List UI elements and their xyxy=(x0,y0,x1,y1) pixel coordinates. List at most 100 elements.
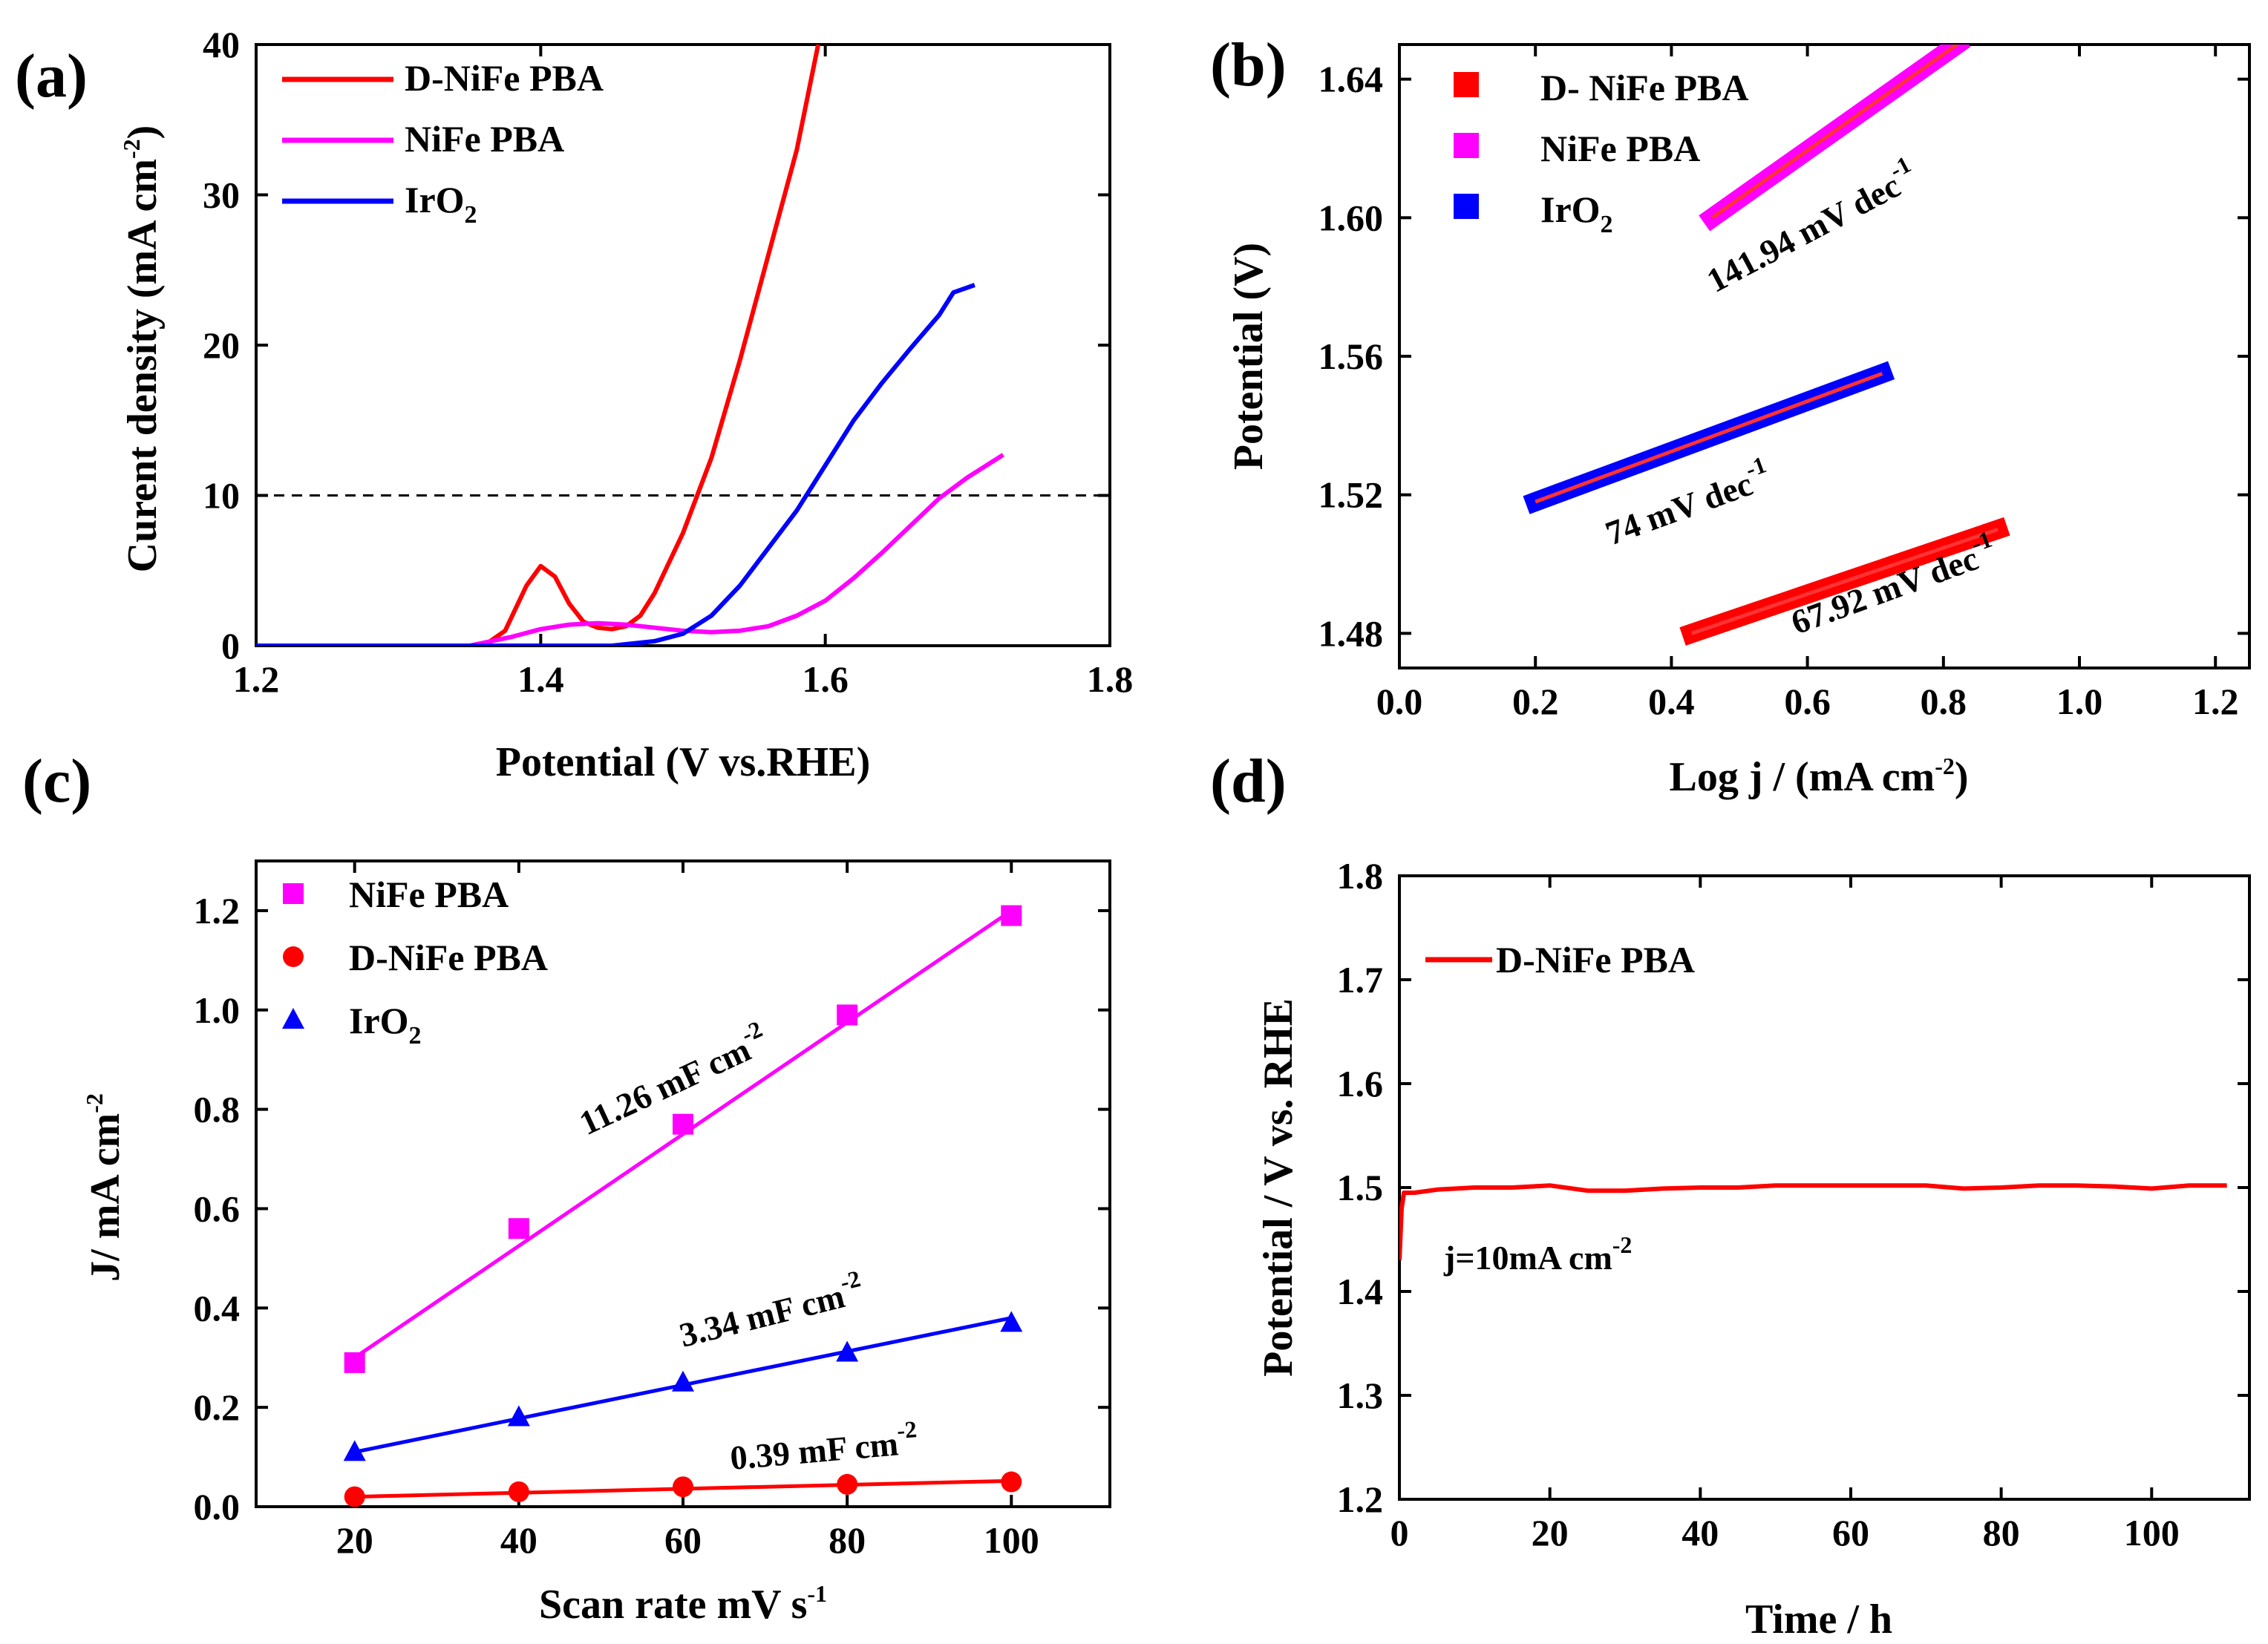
legend-label: IrO2 xyxy=(405,179,477,229)
y-axis-label-text: J/ mA cm xyxy=(82,1113,128,1282)
data-point xyxy=(344,1352,365,1373)
x-tick-label: 60 xyxy=(1832,1512,1869,1553)
cdl-slope-label-text: 11.26 mF cm xyxy=(574,1030,756,1142)
y-tick-label: 40 xyxy=(203,24,240,65)
x-tick-label: 0.6 xyxy=(1784,681,1831,722)
cdl-slope-label-superscript: -2 xyxy=(896,1415,918,1444)
y-tick-label: 1.60 xyxy=(1318,197,1384,238)
legend-label: NiFe PBA xyxy=(405,118,564,160)
y-tick-label: 10 xyxy=(203,475,240,517)
x-axis-label-close: ) xyxy=(1955,754,1969,800)
x-axis-label-text: Time / h xyxy=(1745,1596,1892,1643)
x-axis-label-text: Scan rate mV s xyxy=(539,1582,807,1628)
x-tick-label: 80 xyxy=(829,1519,866,1561)
legend-label: IrO2 xyxy=(349,1000,422,1049)
y-axis-label-text: Potential / V vs. RHE xyxy=(1255,998,1301,1377)
legend-marker xyxy=(283,883,304,904)
cdl-slope-label: 11.26 mF cm-2 xyxy=(570,1015,774,1142)
data-point xyxy=(836,1340,859,1362)
y-tick-label: 1.64 xyxy=(1318,59,1384,100)
cdl-slope-label: 3.34 mF cm-2 xyxy=(674,1265,868,1355)
data-point xyxy=(507,1405,530,1427)
x-tick-label: 1.2 xyxy=(233,658,280,700)
data-point xyxy=(1000,1311,1023,1332)
legend-marker xyxy=(1454,194,1479,219)
x-axis-label: Potential (V vs.RHE) xyxy=(496,739,871,785)
y-axis-label-close: ) xyxy=(120,125,166,140)
y-tick-label: 0.0 xyxy=(194,1486,241,1527)
y-tick-label: 1.6 xyxy=(1337,1063,1384,1104)
data-point xyxy=(672,1370,694,1392)
legend-label-subscript: 2 xyxy=(1601,211,1613,238)
y-tick-label: 1.56 xyxy=(1318,335,1384,377)
data-point xyxy=(1001,1471,1022,1493)
plot-area xyxy=(1399,1183,2227,1261)
legend-label: NiFe PBA xyxy=(1540,128,1700,169)
cdl-slope-label-text: 0.39 mF cm xyxy=(728,1424,900,1477)
tafel-fit-line-2 xyxy=(1535,371,1883,504)
y-tick-label: 20 xyxy=(203,324,240,366)
x-tick-label: 0.4 xyxy=(1648,681,1695,722)
data-point xyxy=(837,1473,858,1495)
x-tick-label: 40 xyxy=(1682,1512,1719,1553)
x-tick-label: 100 xyxy=(2124,1512,2180,1553)
legend-marker xyxy=(282,1008,304,1029)
y-tick-label: 1.3 xyxy=(1337,1375,1384,1416)
cdl-slope-label-text: 3.34 mF cm xyxy=(676,1277,849,1354)
x-axis-label-text: Log j / (mA cm xyxy=(1669,754,1935,800)
panel-label: (c) xyxy=(22,747,91,816)
tafel-fit-line-1 xyxy=(1710,45,1958,220)
panel-label: (a) xyxy=(15,42,88,111)
x-tick-label: 1.6 xyxy=(802,658,849,700)
legend-marker xyxy=(1454,72,1479,97)
legend-label-subscript: 2 xyxy=(409,1022,422,1049)
panel-label: (b) xyxy=(1210,30,1287,99)
tafel-fit-line-0 xyxy=(1691,527,1999,635)
tafel-slope-label: 141.94 mV dec-1 xyxy=(1697,151,1924,300)
y-axis-label: J/ mA cm-2 xyxy=(81,1093,128,1282)
x-tick-label: 1.2 xyxy=(2192,681,2239,722)
series-line-0 xyxy=(1399,1183,2227,1261)
y-tick-label: 1.2 xyxy=(194,890,241,931)
y-axis-label: Curent density (mA cm-2) xyxy=(118,125,166,573)
legend-marker xyxy=(1454,133,1479,158)
plot-area xyxy=(343,905,1023,1507)
y-tick-label: 1.2 xyxy=(1337,1478,1384,1520)
y-tick-label: 1.8 xyxy=(1337,855,1384,897)
y-tick-label: 0.2 xyxy=(194,1386,241,1428)
data-point xyxy=(837,1004,858,1026)
data-point xyxy=(508,1481,529,1502)
legend-label-text: IrO xyxy=(405,179,465,220)
legend-label: D-NiFe PBA xyxy=(405,57,604,99)
data-point xyxy=(344,1486,365,1507)
y-tick-label: 0 xyxy=(221,625,240,667)
legend-label-text: D-NiFe PBA xyxy=(405,57,604,99)
x-tick-label: 20 xyxy=(336,1519,373,1561)
current-density-annotation: j=10mA cm-2 xyxy=(1443,1231,1632,1277)
x-tick-label: 0.2 xyxy=(1512,681,1559,722)
y-axis-label: Potential (V) xyxy=(1226,243,1272,470)
x-axis-label: Time / h xyxy=(1745,1596,1892,1643)
panel-d: (d) 0 20 40 60 80 100 1.2 1.3 1.4 1.5 1.6 1.7 1.8 Time… xyxy=(1210,747,2251,1643)
y-tick-label: 0.4 xyxy=(194,1287,241,1329)
y-tick-label: 0.6 xyxy=(194,1188,241,1229)
x-tick-label: 80 xyxy=(1983,1512,2020,1553)
legend-label: D-NiFe PBA xyxy=(349,937,548,978)
x-axis-label: Log j / (mA cm-2) xyxy=(1669,753,1968,800)
plot-area xyxy=(1523,45,2010,646)
data-point xyxy=(673,1113,693,1135)
y-tick-label: 1.4 xyxy=(1337,1271,1384,1312)
series-line-0 xyxy=(256,45,821,646)
legend-marker xyxy=(283,946,304,967)
panel-a: (a) 1.2 1.4 1.6 1.8 0 10 20 30 40 Potential (V vs.… xyxy=(15,24,1133,785)
cdl-slope-label: 0.39 mF cm-2 xyxy=(728,1415,920,1477)
legend-label-subscript: 2 xyxy=(465,201,477,229)
x-tick-label: 100 xyxy=(984,1519,1039,1561)
series-line-1 xyxy=(256,453,1004,646)
legend-label-text: IrO xyxy=(349,1000,409,1041)
y-tick-label: 1.48 xyxy=(1318,612,1384,654)
y-axis-label-text: Curent density (mA cm xyxy=(120,159,166,572)
y-tick-label: 1.7 xyxy=(1337,959,1384,1001)
data-point xyxy=(343,1440,366,1461)
legend-label-text: NiFe PBA xyxy=(1540,128,1700,169)
